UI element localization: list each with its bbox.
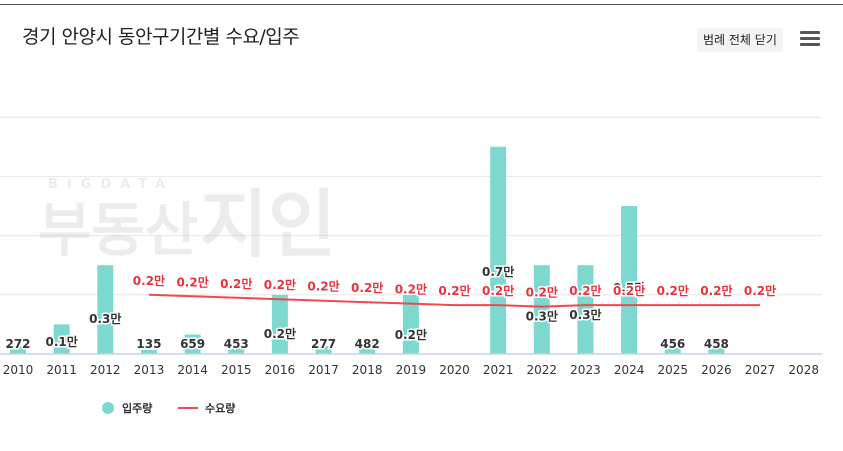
demand-value-label: 0.2만: [569, 283, 601, 298]
supply-value-label: 0.2만: [395, 327, 427, 342]
x-tick-label: 2012: [90, 363, 121, 377]
supply-value-label: 0.2만: [264, 326, 296, 341]
demand-value-label: 0.2만: [176, 274, 208, 289]
demand-value-label: 0.2만: [657, 283, 689, 298]
supply-value-label: 456: [660, 337, 685, 351]
supply-value-label: 659: [180, 337, 205, 351]
supply-bar: [533, 265, 550, 354]
x-tick-label: 2028: [788, 363, 819, 377]
demand-value-label: 0.2만: [351, 280, 383, 295]
x-tick-label: 2020: [439, 363, 470, 377]
demand-value-label: 0.2만: [307, 279, 339, 294]
watermark-small-text: BIGDATA: [48, 177, 174, 192]
supply-bar: [53, 324, 70, 354]
supply-bar: [315, 345, 332, 354]
supply-bars: [10, 146, 725, 354]
x-tick-label: 2013: [134, 363, 165, 377]
x-tick-label: 2021: [483, 363, 514, 377]
supply-bar: [271, 294, 288, 354]
supply-bar: [184, 334, 201, 354]
demand-value-label: 0.2만: [482, 283, 514, 298]
chart-legend: 입주량 수요량: [102, 402, 235, 415]
supply-bar: [97, 265, 114, 354]
x-tick-label: 2022: [527, 363, 558, 377]
supply-bar: [140, 350, 157, 354]
grid-lines: [0, 116, 822, 296]
supply-bar: [10, 345, 26, 354]
watermark-brand-text: 지인: [200, 182, 336, 268]
x-tick-label: 2017: [308, 363, 339, 377]
supply-value-label: 453: [224, 337, 249, 351]
x-tick-label: 2023: [570, 363, 601, 377]
demand-line: [148, 293, 761, 308]
supply-bar: [577, 265, 594, 354]
supply-bar: [359, 339, 376, 354]
x-tick-label: 2018: [352, 363, 383, 377]
supply-value-label: 458: [704, 337, 729, 351]
supply-bar: [621, 206, 638, 354]
x-tick-label: 2011: [46, 363, 77, 377]
chart-title: 경기 안양시 동안구기간별 수요/입주: [22, 26, 300, 48]
supply-bar: [490, 146, 507, 354]
top-divider: [0, 4, 843, 5]
demand-value-label: 0.2만: [220, 276, 252, 291]
demand-value-label: 0.2만: [395, 282, 427, 297]
x-tick-label: 2015: [221, 363, 252, 377]
supply-value-label: 272: [5, 337, 30, 351]
demand-value-label: 0.2만: [438, 283, 470, 298]
supply-value-label: 0.3만: [569, 307, 601, 322]
x-tick-label: 2025: [657, 363, 688, 377]
demand-value-label: 0.2만: [133, 273, 165, 288]
x-tick-label: 2019: [396, 363, 427, 377]
supply-bar: [664, 340, 681, 354]
demand-value-label: 0.2만: [744, 283, 776, 298]
demand-polyline: [148, 293, 761, 308]
supply-labels: 272 0.1만 0.3만 135 659 453 0.2만 277 482 0.2만 0.7만 0.…: [4, 263, 730, 353]
supply-value-label: 0.3만: [526, 309, 558, 324]
x-tick-label: 2014: [177, 363, 208, 377]
x-tick-label: 2016: [265, 363, 296, 377]
supply-value-label: 482: [355, 337, 380, 351]
demand-value-label: 0.2만: [526, 285, 558, 300]
supply-value-label: 0.5만: [613, 280, 645, 295]
supply-value-label: 0.3만: [89, 311, 121, 326]
x-tick-label: 2024: [614, 363, 645, 377]
demand-value-label: 0.2만: [264, 277, 296, 292]
legend-supply-marker: [102, 402, 114, 414]
x-tick-label: 2026: [701, 363, 732, 377]
legend-demand-label: 수요량: [205, 402, 235, 415]
x-tick-label: 2010: [3, 363, 34, 377]
x-axis: 2010 2011 2012 2013 2014 2015 2016 2017 2018 2019…: [0, 353, 822, 377]
legend-toggle-button[interactable]: 범례 전체 닫기: [697, 28, 783, 52]
supply-value-label: 0.7만: [482, 264, 514, 279]
supply-bar: [228, 340, 245, 354]
watermark: BIGDATA 부동산 지인: [38, 177, 336, 268]
demand-labels: 0.2만 0.2만 0.2만 0.2만 0.2만 0.2만 0.2만 0.2만 0.2만 0.2만…: [131, 271, 777, 301]
supply-value-label: 135: [136, 337, 161, 351]
x-tick-label: 2027: [745, 363, 776, 377]
supply-value-label: 277: [311, 337, 336, 351]
demand-value-label: 0.2만: [700, 283, 732, 298]
hamburger-menu-icon[interactable]: [800, 31, 820, 47]
watermark-main-text: 부동산: [38, 196, 198, 264]
legend-supply-label: 입주량: [122, 402, 152, 415]
supply-value-label: 0.1만: [45, 334, 77, 349]
supply-bar: [402, 294, 419, 354]
demand-value-label: 0.2만: [613, 283, 645, 298]
supply-bar: [708, 340, 725, 354]
